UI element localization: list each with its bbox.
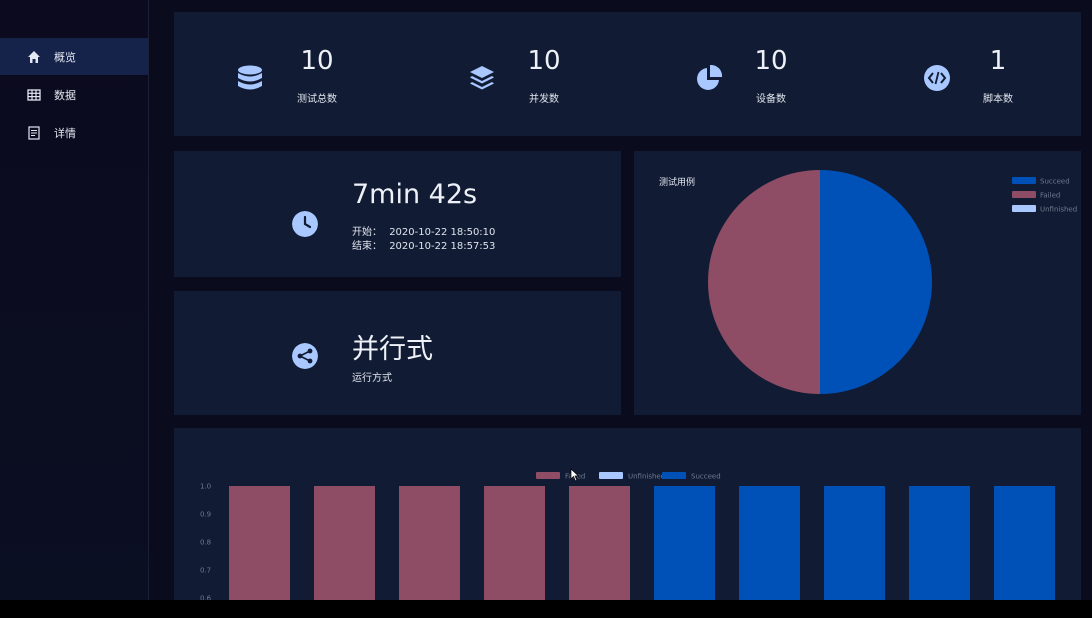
bar-failed[interactable] [229, 486, 290, 600]
sidebar-item-label: 详情 [54, 126, 76, 140]
pie-slice-succeed[interactable] [820, 170, 932, 394]
bar-failed[interactable] [484, 486, 545, 600]
bottom-bar [0, 600, 1092, 618]
stat-total-tests: 10 测试总数 [174, 12, 401, 135]
pie-chart-panel: 测试用例 Succeed Failed Unfinished [634, 151, 1081, 415]
legend-label-unfinished[interactable]: Unfinished [628, 473, 665, 481]
stat-value: 10 [300, 46, 334, 76]
stat-label: 脚本数 [983, 94, 1013, 105]
start-time: 2020-10-22 18:50:10 [389, 227, 496, 238]
duration-value: 7min 42s [352, 179, 478, 210]
y-tick-label: 0.8 [200, 539, 211, 547]
stat-devices: 10 设备数 [628, 12, 855, 135]
run-mode-panel: 并行式 运行方式 [174, 291, 621, 415]
stat-label: 测试总数 [297, 94, 337, 105]
clock-icon [292, 211, 318, 237]
legend-swatch-succeed [1012, 177, 1036, 184]
bar-chart: FailedUnfinishedSucceed1.00.90.80.70.6 [200, 472, 1055, 601]
sidebar-item-label: 数据 [54, 88, 76, 102]
start-label: 开始： [352, 227, 382, 238]
bar-failed[interactable] [314, 486, 375, 600]
bar-succeed[interactable] [909, 486, 970, 600]
table-icon [27, 88, 41, 101]
sidebar-item-label: 概览 [54, 50, 76, 64]
end-time: 2020-10-22 18:57:53 [389, 241, 496, 252]
pie-slice-failed[interactable] [708, 170, 820, 394]
end-label: 结束： [352, 241, 382, 252]
run-mode-value: 并行式 [352, 334, 433, 365]
document-icon [28, 125, 40, 140]
stat-scripts: 1 脚本数 [855, 12, 1081, 135]
bar-succeed[interactable] [739, 486, 800, 600]
y-tick-label: 1.0 [200, 483, 211, 491]
mouse-cursor-icon [570, 468, 580, 482]
pie-chart: Succeed Failed Unfinished [708, 170, 1077, 394]
bar-chart-panel: FailedUnfinishedSucceed1.00.90.80.70.6 [174, 428, 1081, 600]
legend-label-succeed[interactable]: Succeed [1040, 178, 1070, 186]
stat-value: 1 [989, 46, 1007, 76]
start-time-row: 开始： 2020-10-22 18:50:10 [352, 223, 495, 238]
legend-swatch-unfinished [1012, 205, 1036, 212]
stat-value: 10 [754, 46, 788, 76]
legend-label-unfinished[interactable]: Unfinished [1040, 206, 1077, 214]
stat-concurrency: 10 并发数 [401, 12, 628, 135]
layers-icon [470, 66, 494, 90]
stat-value: 10 [527, 46, 561, 76]
home-icon [28, 50, 40, 63]
database-icon [238, 65, 262, 90]
bar-succeed[interactable] [994, 486, 1055, 600]
bar-succeed[interactable] [824, 486, 885, 600]
y-tick-label: 0.7 [200, 567, 211, 575]
y-tick-label: 0.9 [200, 511, 211, 519]
legend-swatch-failed [536, 472, 560, 479]
sidebar-item-overview[interactable]: 概览 [0, 38, 148, 75]
stat-label: 设备数 [756, 94, 786, 105]
stats-panel: 10 测试总数 10 并发数 10 设备数 1 脚本数 [174, 12, 1081, 136]
share-icon [292, 343, 318, 369]
code-icon [924, 65, 950, 91]
sidebar-item-details[interactable]: 详情 [0, 114, 148, 151]
sidebar-item-data[interactable]: 数据 [0, 76, 148, 113]
stat-label: 并发数 [529, 94, 559, 105]
pie-chart-icon [697, 64, 723, 90]
duration-panel: 7min 42s 开始： 2020-10-22 18:50:10 结束： 202… [174, 151, 621, 277]
y-tick-label: 0.6 [200, 595, 212, 601]
run-mode-label: 运行方式 [352, 373, 392, 384]
legend-label-failed[interactable]: Failed [1040, 192, 1060, 200]
legend-swatch-succeed [662, 472, 686, 479]
bar-failed[interactable] [569, 486, 630, 600]
legend-swatch-failed [1012, 191, 1036, 198]
sidebar: 概览 数据 详情 [0, 0, 149, 600]
pie-chart-title: 测试用例 [659, 178, 696, 188]
bar-failed[interactable] [399, 486, 460, 600]
legend-swatch-unfinished [599, 472, 623, 479]
bar-succeed[interactable] [654, 486, 715, 600]
legend-label-succeed[interactable]: Succeed [691, 473, 721, 481]
end-time-row: 结束： 2020-10-22 18:57:53 [352, 237, 495, 252]
